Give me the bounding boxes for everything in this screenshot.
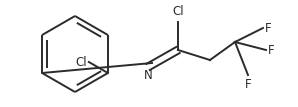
Text: F: F <box>265 22 271 34</box>
Text: N: N <box>144 69 152 82</box>
Text: Cl: Cl <box>75 56 87 68</box>
Text: Cl: Cl <box>172 5 184 18</box>
Text: F: F <box>268 44 275 56</box>
Text: F: F <box>245 78 251 91</box>
